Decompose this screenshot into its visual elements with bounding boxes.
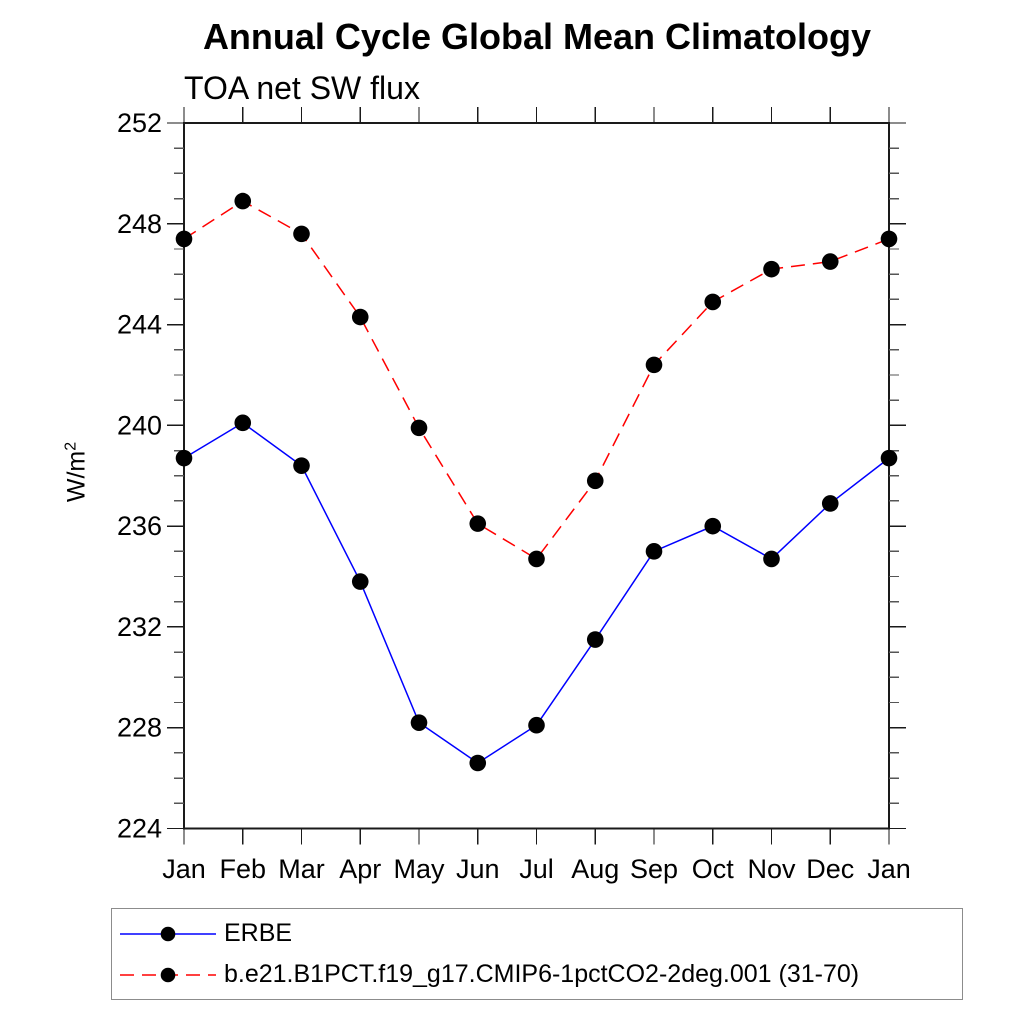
data-point-marker [880,449,898,467]
data-point-marker [645,356,663,374]
data-point-marker [293,225,310,243]
y-tick-label: 244 [117,310,162,340]
data-point-marker [351,573,369,590]
data-point-marker [469,754,487,772]
legend: ERBE b.e21.B1PCT.f19_g17.CMIP6-1pctCO2-2d… [111,908,963,1000]
data-point-marker [469,515,487,532]
y-tick-label: 248 [117,209,162,239]
data-point-marker [528,550,545,568]
data-point-marker [175,449,193,467]
x-tick-label: Aug [571,854,619,884]
data-point-marker [351,308,369,326]
data-point-marker [528,716,545,734]
chart-subtitle: TOA net SW flux [184,70,420,106]
data-point-marker [175,230,193,248]
x-tick-label: May [393,854,445,884]
x-tick-label: Sep [630,854,678,884]
y-tick-label: 236 [117,511,162,541]
data-point-marker [410,714,428,731]
data-point-marker [234,414,252,432]
data-point-marker [704,293,722,311]
series-markers-0 [175,414,898,772]
data-point-marker [821,253,839,270]
data-point-marker [410,419,428,437]
legend-line-sample-0 [120,926,216,941]
legend-marker-icon [160,967,176,982]
data-point-marker [704,517,722,535]
data-point-marker [763,550,780,568]
legend-line-sample-1 [120,967,216,982]
data-point-marker [293,457,310,474]
legend-series-label: b.e21.B1PCT.f19_g17.CMIP6-1pctCO2-2deg.0… [224,960,860,988]
data-point-marker [586,472,604,490]
data-point-marker [586,631,604,648]
y-tick-label: 240 [117,410,162,440]
x-tick-label: Nov [747,854,796,884]
x-tick-label: Jan [867,854,911,884]
data-point-marker [821,495,839,512]
legend-item-0: ERBE [112,913,962,954]
x-tick-label: Apr [339,854,381,884]
x-tick-label: Feb [219,854,266,884]
x-tick-label: Jun [456,854,500,884]
y-tick-label: 228 [117,713,162,743]
axes: 224 228 232 236 240 244 248 252 Jan Feb Mar Apr May J… [117,107,911,884]
legend-item-1: b.e21.B1PCT.f19_g17.CMIP6-1pctCO2-2deg.0… [112,954,962,995]
legend-series-label: ERBE [224,919,293,947]
y-tick-label: 232 [117,612,162,642]
series-line-1 [183,200,890,560]
data-point-marker [880,230,898,248]
y-tick-label: 252 [117,108,162,138]
x-tick-label: Jul [519,854,554,884]
chart-title: Annual Cycle Global Mean Climatology [202,16,872,57]
series-markers-1 [175,192,898,568]
data-point-marker [234,192,252,210]
x-tick-label: Oct [692,854,735,884]
data-point-marker [763,260,780,278]
series-line-0 [183,421,890,764]
legend-marker-icon [160,926,176,941]
x-tick-label: Mar [278,854,325,884]
x-tick-label: Jan [162,854,206,884]
y-tick-label: 224 [117,814,162,844]
x-tick-label: Dec [806,854,854,884]
data-point-marker [645,543,663,560]
